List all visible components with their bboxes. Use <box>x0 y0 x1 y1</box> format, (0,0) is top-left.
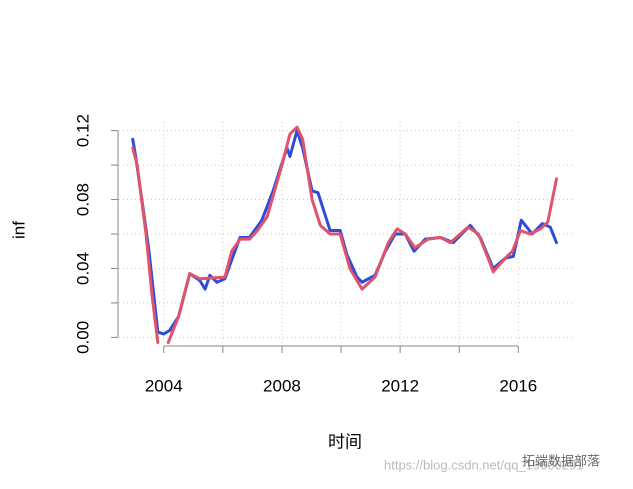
x-tick-label: 2004 <box>145 376 183 395</box>
watermark-brand: 拓端数据部落 <box>522 453 600 468</box>
y-tick-label: 0.00 <box>73 321 92 354</box>
x-tick-label: 2008 <box>263 376 301 395</box>
x-tick-label: 2012 <box>381 376 419 395</box>
y-axis-label: inf <box>9 221 28 239</box>
series-line <box>131 125 558 345</box>
watermark-url: https://blog.csdn.net/qq_19600291 <box>384 457 584 472</box>
x-tick-label: 2016 <box>499 376 537 395</box>
x-axis-label: 时间 <box>328 432 362 451</box>
y-tick-label: 0.04 <box>73 252 92 285</box>
series-line <box>131 129 558 336</box>
y-tick-label: 0.12 <box>73 114 92 147</box>
y-tick-label: 0.08 <box>73 183 92 216</box>
